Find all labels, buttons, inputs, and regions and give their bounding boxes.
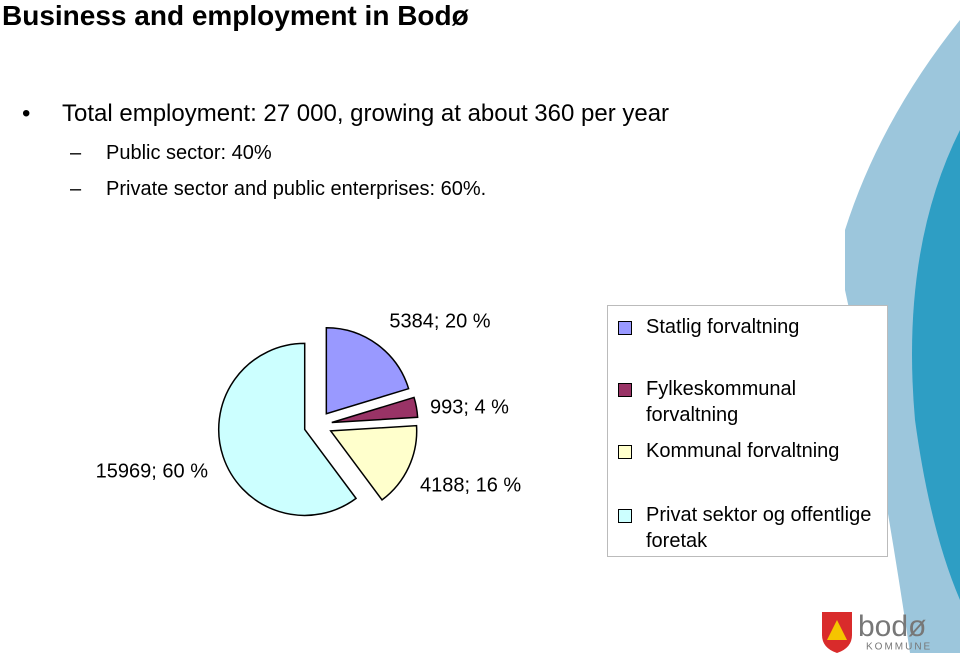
pie-slice: [325, 326, 410, 415]
legend-swatch: [618, 509, 632, 523]
pie-slice: [217, 342, 358, 517]
pie: 5384; 20 % 993; 4 % 4188; 16 % 15969; 60 %: [96, 310, 521, 517]
title: Business and employment in Bodø: [2, 0, 469, 31]
legend-label: Fylkeskommunal forvaltning: [646, 378, 797, 426]
decor-arc: [912, 130, 960, 600]
legend-label: Kommunal forvaltning: [646, 440, 840, 462]
sub-bullet: Public sector: 40%: [106, 142, 272, 164]
legend-label: Privat sektor og offentlige foretak: [646, 504, 872, 552]
bullet: Total employment: 27 000, growing at abo…: [62, 100, 670, 127]
legend: Statlig forvaltning Fylkeskommunal forval…: [607, 305, 888, 557]
data-label: 993; 4 %: [430, 396, 509, 418]
data-label: 5384; 20 %: [389, 310, 490, 332]
legend-swatch: [618, 383, 632, 397]
legend-item: Fylkeskommunal forvaltning: [618, 376, 880, 428]
legend-item: Statlig forvaltning: [618, 314, 880, 340]
sub-bullet: Private sector and public enterprises: 6…: [106, 178, 487, 200]
data-label: 4188; 16 %: [420, 474, 521, 496]
logo-name: bodø: [858, 610, 926, 643]
legend-label: Statlig forvaltning: [646, 316, 800, 338]
legend-swatch: [618, 321, 632, 335]
dash: –: [70, 178, 82, 200]
legend-item: Privat sektor og offentlige foretak: [618, 502, 880, 554]
pie-slice: [329, 424, 418, 501]
legend-swatch: [618, 445, 632, 459]
dash: –: [70, 142, 82, 164]
logo-emblem: [827, 620, 847, 640]
data-label: 15969; 60 %: [96, 460, 209, 482]
pie-slice: [331, 396, 419, 424]
logo-tagline: KOMMUNE: [866, 642, 932, 653]
legend-item: Kommunal forvaltning: [618, 438, 880, 464]
bullet-dot: •: [22, 100, 31, 127]
